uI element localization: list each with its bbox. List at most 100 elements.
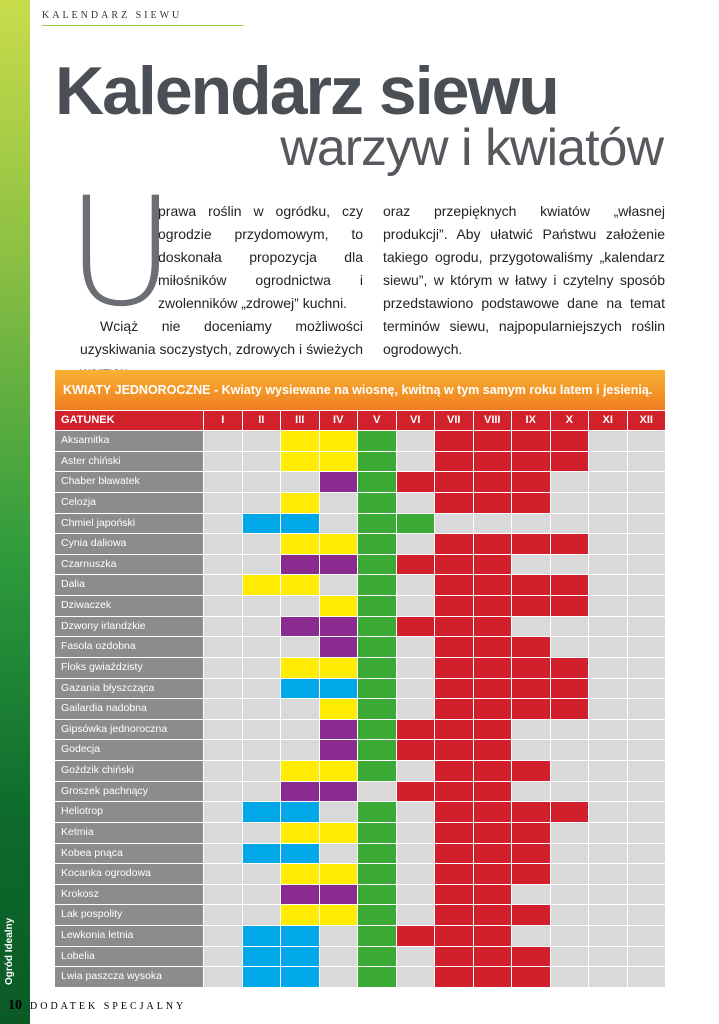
month-cell <box>435 864 473 884</box>
month-cell <box>435 616 473 637</box>
month-cell <box>550 946 588 967</box>
month-cell <box>589 637 627 657</box>
month-cell <box>627 699 665 719</box>
month-cell <box>319 822 357 843</box>
month-cell <box>319 657 357 678</box>
month-cell <box>396 575 434 596</box>
column-header: XI <box>589 411 627 430</box>
month-cell <box>242 554 280 575</box>
column-header: V <box>358 411 396 430</box>
table-caption: KWIATY JEDNOROCZNE - Kwiaty wysiewane na… <box>55 370 665 410</box>
month-cell <box>627 554 665 575</box>
month-cell <box>627 719 665 740</box>
month-cell <box>396 740 434 761</box>
month-cell <box>589 946 627 967</box>
month-cell <box>473 431 511 451</box>
month-cell <box>242 761 280 781</box>
month-cell <box>627 492 665 513</box>
month-cell <box>358 905 396 926</box>
caption-title: KWIATY JEDNOROCZNE <box>63 383 211 397</box>
month-cell <box>550 534 588 554</box>
month-cell <box>435 740 473 761</box>
month-cell <box>473 740 511 761</box>
month-cell <box>358 431 396 451</box>
month-cell <box>627 946 665 967</box>
month-cell <box>550 657 588 678</box>
month-cell <box>204 575 242 596</box>
month-cell <box>242 657 280 678</box>
month-cell <box>396 967 434 987</box>
month-cell <box>627 431 665 451</box>
month-cell <box>512 616 550 637</box>
month-cell <box>204 884 242 905</box>
month-cell <box>550 513 588 534</box>
month-cell <box>204 451 242 472</box>
month-cell <box>550 781 588 802</box>
month-cell <box>204 719 242 740</box>
row-name: Chmiel japoński <box>55 513 203 534</box>
month-cell <box>319 575 357 596</box>
month-cell <box>473 534 511 554</box>
month-cell <box>512 472 550 492</box>
month-cell <box>435 637 473 657</box>
month-cell <box>435 657 473 678</box>
month-cell <box>281 864 319 884</box>
month-cell <box>204 431 242 451</box>
month-cell <box>204 616 242 637</box>
month-cell <box>589 492 627 513</box>
month-cell <box>204 761 242 781</box>
month-cell <box>319 946 357 967</box>
row-name: Krokosz <box>55 884 203 905</box>
month-cell <box>358 967 396 987</box>
month-cell <box>473 575 511 596</box>
month-cell <box>242 946 280 967</box>
month-cell <box>550 740 588 761</box>
month-cell <box>435 884 473 905</box>
month-cell <box>512 554 550 575</box>
month-cell <box>396 761 434 781</box>
row-name: Dziwaczek <box>55 596 203 616</box>
month-cell <box>281 472 319 492</box>
month-cell <box>204 699 242 719</box>
row-name: Kobea pnąca <box>55 843 203 864</box>
month-cell <box>473 492 511 513</box>
month-cell <box>396 513 434 534</box>
month-cell <box>512 967 550 987</box>
month-cell <box>627 637 665 657</box>
month-cell <box>358 699 396 719</box>
month-cell <box>281 699 319 719</box>
month-cell <box>550 678 588 699</box>
row-name: Kocanka ogrodowa <box>55 864 203 884</box>
month-cell <box>550 864 588 884</box>
month-cell <box>319 554 357 575</box>
month-cell <box>627 678 665 699</box>
month-cell <box>358 843 396 864</box>
month-cell <box>627 596 665 616</box>
month-cell <box>242 967 280 987</box>
month-cell <box>319 637 357 657</box>
month-cell <box>473 905 511 926</box>
month-cell <box>473 554 511 575</box>
month-cell <box>396 616 434 637</box>
row-name: Groszek pachnący <box>55 781 203 802</box>
month-cell <box>627 513 665 534</box>
month-cell <box>512 802 550 822</box>
month-cell <box>242 926 280 946</box>
month-cell <box>358 554 396 575</box>
month-cell <box>512 451 550 472</box>
paragraph: oraz przepięknych kwiatów „własnej produ… <box>383 203 665 357</box>
month-cell <box>550 802 588 822</box>
month-cell <box>435 967 473 987</box>
month-cell <box>473 946 511 967</box>
month-cell <box>204 926 242 946</box>
month-cell <box>550 967 588 987</box>
month-cell <box>589 596 627 616</box>
month-cell <box>512 678 550 699</box>
month-cell <box>396 946 434 967</box>
month-cell <box>435 926 473 946</box>
month-cell <box>396 822 434 843</box>
section-label: KALENDARZ SIEWU <box>42 10 243 26</box>
month-cell <box>473 699 511 719</box>
month-cell <box>589 699 627 719</box>
